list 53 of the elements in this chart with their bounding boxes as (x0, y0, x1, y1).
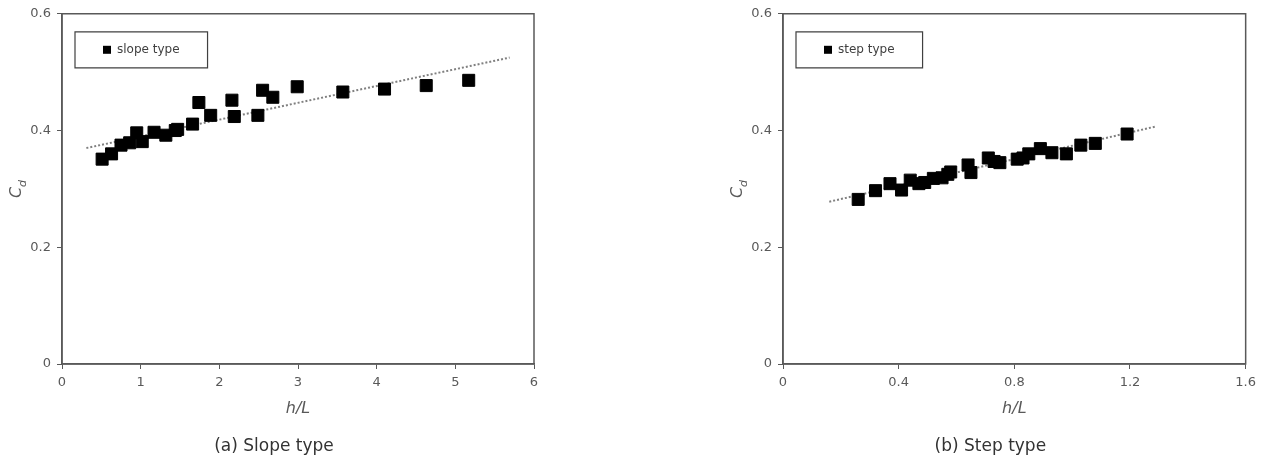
point (147, 125, 161, 139)
x-tick-label: 0.8 (1003, 374, 1025, 390)
x-axis-title: h/L (285, 397, 311, 417)
x-tick-label: 1.2 (1119, 374, 1141, 390)
legend-label: slope type (117, 41, 180, 56)
point (378, 82, 392, 96)
y-tick-label: 0.6 (751, 5, 772, 21)
point (204, 108, 218, 122)
x-tick-label: 3 (293, 374, 303, 390)
y-tick-label: 0 (763, 355, 772, 371)
x-tick-label: 1.6 (1235, 374, 1257, 390)
point (1022, 147, 1036, 161)
x-tick-label: 0.4 (888, 374, 910, 390)
point (851, 192, 865, 206)
point (192, 96, 206, 110)
point (105, 147, 119, 161)
x-axis-title: h/L (1002, 397, 1027, 417)
point (1045, 146, 1059, 160)
point (336, 85, 350, 99)
point (227, 110, 241, 124)
y-tick-label: 0.4 (751, 121, 772, 137)
x-tick-label: 0 (57, 374, 67, 390)
point (135, 135, 149, 149)
x-tick-label: 4 (372, 374, 381, 390)
point (1088, 136, 1102, 150)
point (251, 108, 265, 122)
y-tick-label: 0.6 (30, 5, 51, 21)
x-tick-label: 0 (778, 374, 788, 390)
point (883, 177, 897, 191)
point (993, 156, 1007, 170)
x-tick-label: 1 (136, 374, 145, 390)
x-tick-label: 5 (451, 374, 460, 390)
y-tick-label: 0.2 (30, 238, 51, 254)
text: (b) Step type (934, 435, 1047, 456)
legend-label: step type (838, 41, 895, 56)
y-tick-label: 0.2 (751, 238, 772, 254)
point (419, 79, 433, 93)
point (964, 166, 978, 180)
y-tick-label: 0 (42, 355, 51, 371)
point (462, 73, 476, 87)
point (1059, 147, 1073, 161)
point (290, 80, 304, 94)
point (1074, 138, 1088, 152)
point (1120, 127, 1134, 141)
point (895, 183, 909, 197)
x-tick-label: 6 (529, 374, 539, 390)
point (225, 93, 239, 107)
x-tick-label: 2 (215, 374, 224, 390)
point (186, 117, 200, 131)
y-tick-label: 0.4 (30, 121, 51, 137)
point (266, 90, 280, 104)
point (869, 184, 883, 198)
text: (a) Slope type (214, 435, 334, 456)
